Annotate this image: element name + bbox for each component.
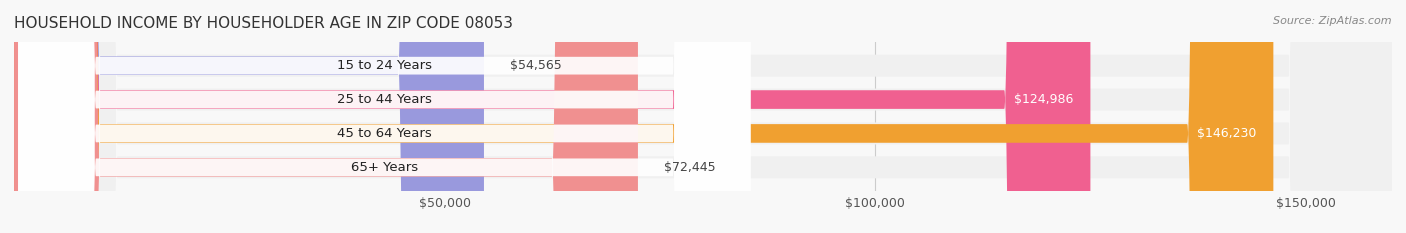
Text: 45 to 64 Years: 45 to 64 Years (337, 127, 432, 140)
FancyBboxPatch shape (18, 0, 751, 233)
Text: 15 to 24 Years: 15 to 24 Years (337, 59, 432, 72)
FancyBboxPatch shape (18, 0, 751, 233)
FancyBboxPatch shape (18, 0, 751, 233)
Text: HOUSEHOLD INCOME BY HOUSEHOLDER AGE IN ZIP CODE 08053: HOUSEHOLD INCOME BY HOUSEHOLDER AGE IN Z… (14, 16, 513, 31)
FancyBboxPatch shape (14, 0, 1392, 233)
Text: $54,565: $54,565 (510, 59, 561, 72)
FancyBboxPatch shape (14, 0, 1274, 233)
FancyBboxPatch shape (18, 0, 751, 233)
Text: Source: ZipAtlas.com: Source: ZipAtlas.com (1274, 16, 1392, 26)
FancyBboxPatch shape (14, 0, 638, 233)
Text: 65+ Years: 65+ Years (352, 161, 418, 174)
FancyBboxPatch shape (14, 0, 1392, 233)
FancyBboxPatch shape (14, 0, 484, 233)
FancyBboxPatch shape (14, 0, 1091, 233)
FancyBboxPatch shape (14, 0, 1392, 233)
FancyBboxPatch shape (14, 0, 1392, 233)
Text: $124,986: $124,986 (1014, 93, 1073, 106)
Text: $72,445: $72,445 (664, 161, 716, 174)
Text: 25 to 44 Years: 25 to 44 Years (337, 93, 432, 106)
Text: $146,230: $146,230 (1197, 127, 1256, 140)
